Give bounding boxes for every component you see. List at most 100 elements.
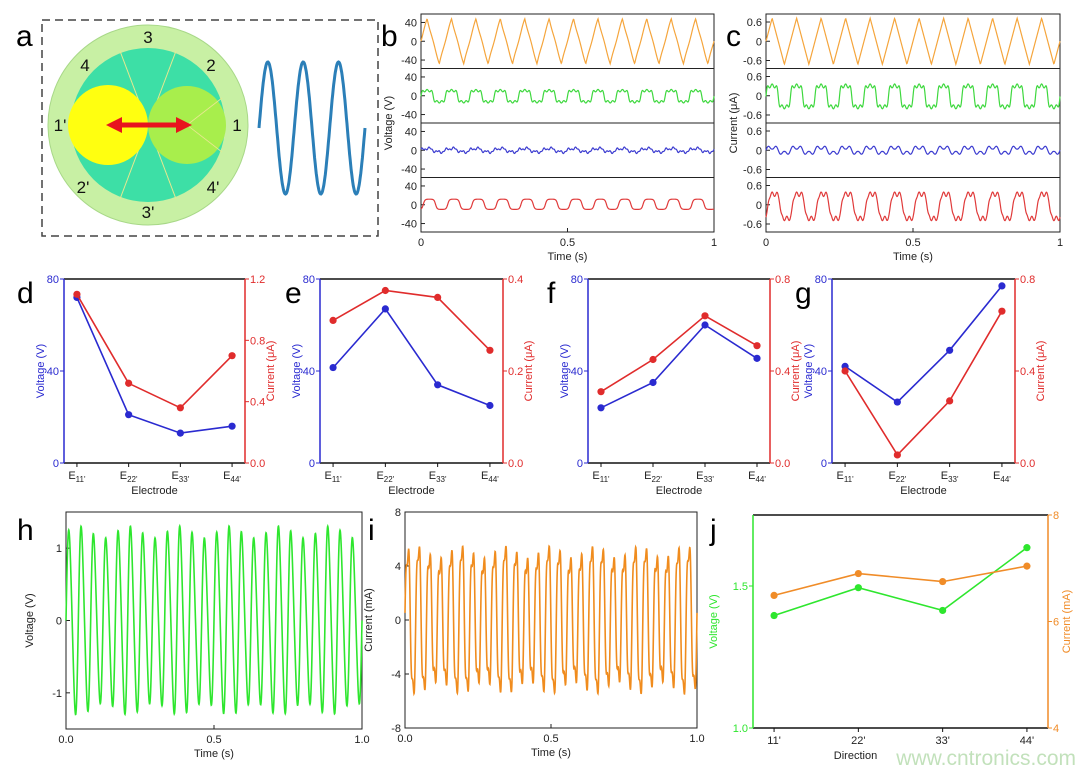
x-axis-title: Electrode bbox=[656, 485, 702, 497]
right-series-point bbox=[841, 367, 849, 375]
y-tick-label: 4 bbox=[395, 561, 401, 573]
left-y-axis-title: Voltage (V) bbox=[291, 344, 303, 398]
left-y-tick-label: 1.5 bbox=[733, 581, 748, 593]
panel-letter: f bbox=[547, 277, 556, 310]
x-category-label: 11' bbox=[767, 735, 781, 747]
y-axis-title: Voltage (V) bbox=[24, 593, 36, 647]
category-subscript: 33' bbox=[436, 475, 447, 484]
right-series-point bbox=[434, 293, 442, 301]
panel-letter: g bbox=[795, 277, 812, 310]
left-series-point bbox=[597, 404, 605, 412]
left-y-axis-title: Voltage (V) bbox=[803, 344, 815, 398]
right-series-point bbox=[998, 307, 1006, 315]
x-axis-title: Time (s) bbox=[531, 747, 571, 759]
category-base: E bbox=[941, 470, 948, 482]
double-arrow-icon bbox=[106, 117, 192, 133]
x-axis-title: Time (s) bbox=[194, 748, 234, 760]
category-subscript: 33' bbox=[948, 475, 959, 484]
y-tick-label: 1 bbox=[56, 543, 62, 555]
panel-letter: a bbox=[16, 20, 33, 53]
x-category-label: E11' bbox=[68, 470, 86, 484]
right-series-point bbox=[1023, 562, 1031, 570]
left-y-tick-label: 40 bbox=[815, 366, 827, 378]
category-base: E bbox=[993, 470, 1000, 482]
right-series-line bbox=[773, 565, 1028, 597]
y-tick-label: -40 bbox=[401, 164, 417, 176]
right-y-tick-label: 8 bbox=[1053, 510, 1059, 522]
category-base: 44' bbox=[1020, 735, 1034, 747]
x-category-label: 44' bbox=[1020, 735, 1034, 747]
x-tick-label: 0.5 bbox=[905, 237, 920, 249]
category-subscript: 44' bbox=[231, 475, 242, 484]
right-y-axis-title: Current (μA) bbox=[790, 341, 802, 402]
series-line-1 bbox=[420, 16, 715, 66]
category-base: E bbox=[223, 470, 230, 482]
x-category-label: E33' bbox=[429, 470, 447, 484]
right-y-tick-label: 0.8 bbox=[1020, 274, 1035, 286]
right-series-point bbox=[176, 404, 184, 412]
category-base: E bbox=[748, 470, 755, 482]
left-series-point bbox=[854, 584, 862, 592]
y-tick-label: 40 bbox=[405, 17, 417, 29]
y-tick-label: 0 bbox=[756, 91, 762, 103]
sector-divider bbox=[186, 124, 223, 153]
right-series-point bbox=[649, 355, 657, 364]
right-y-tick-label: 0.8 bbox=[775, 274, 790, 286]
x-category-label: E22' bbox=[644, 470, 662, 484]
x-category-label: E44' bbox=[748, 470, 766, 484]
category-subscript: 11' bbox=[844, 475, 854, 484]
right-y-tick-label: 0.4 bbox=[508, 274, 523, 286]
chart-h: 1 0 -1 0.0 0.5 1.0 Time (s) Voltage (V) bbox=[24, 511, 370, 760]
y-tick-label: 8 bbox=[395, 507, 401, 519]
series-line-1 bbox=[404, 544, 698, 697]
sector-divider bbox=[186, 97, 223, 126]
x-category-label: 33' bbox=[935, 735, 949, 747]
series-line-4 bbox=[420, 198, 715, 210]
left-series-point bbox=[893, 398, 901, 406]
right-series-point bbox=[701, 312, 709, 320]
series-line-3 bbox=[765, 145, 1061, 155]
x-axis-title: Time (s) bbox=[548, 251, 588, 263]
panel-letter: b bbox=[381, 20, 398, 53]
y-tick-label: 0 bbox=[411, 36, 417, 48]
left-y-tick-label: 1.0 bbox=[733, 723, 748, 735]
x-axis-title: Electrode bbox=[388, 485, 434, 497]
category-base: E bbox=[481, 470, 488, 482]
series-line-2 bbox=[420, 88, 715, 104]
category-base: E bbox=[836, 470, 843, 482]
panel-a-schematic: 3 2 4 1 1' 2' 4' 3' bbox=[41, 19, 379, 237]
left-y-tick-label: 40 bbox=[571, 366, 583, 378]
x-tick-label: 0.0 bbox=[58, 734, 73, 746]
right-series-point bbox=[597, 388, 605, 396]
x-axis-title: Electrode bbox=[900, 485, 946, 497]
series-line-1 bbox=[65, 523, 363, 717]
left-y-tick-label: 0 bbox=[309, 458, 315, 470]
x-category-label: E33' bbox=[696, 470, 714, 484]
left-series-point bbox=[1023, 544, 1031, 552]
right-series-point bbox=[486, 346, 494, 354]
left-series-point bbox=[939, 606, 947, 615]
left-y-tick-label: 80 bbox=[47, 274, 59, 286]
right-series-point bbox=[73, 290, 81, 298]
x-tick-label: 0.5 bbox=[543, 733, 558, 745]
x-tick-label: 0 bbox=[418, 237, 424, 249]
x-category-label: E22' bbox=[376, 470, 394, 484]
y-tick-label: 0 bbox=[411, 91, 417, 103]
left-series-point bbox=[486, 401, 494, 410]
x-category-label: E22' bbox=[120, 470, 138, 484]
left-y-tick-label: 80 bbox=[303, 274, 315, 286]
output-waveform bbox=[257, 60, 367, 196]
right-series-line bbox=[844, 310, 1003, 457]
y-tick-label: -4 bbox=[391, 669, 401, 681]
left-series-line bbox=[76, 297, 233, 434]
x-category-label: E33' bbox=[941, 470, 959, 484]
series-line-3 bbox=[420, 146, 715, 155]
y-tick-label: 0.6 bbox=[747, 17, 762, 29]
x-category-label: E33' bbox=[171, 470, 189, 484]
right-y-tick-label: 0.0 bbox=[508, 458, 523, 470]
left-series-point bbox=[228, 422, 236, 430]
left-series-line bbox=[773, 547, 1028, 617]
y-tick-label: 40 bbox=[405, 126, 417, 138]
